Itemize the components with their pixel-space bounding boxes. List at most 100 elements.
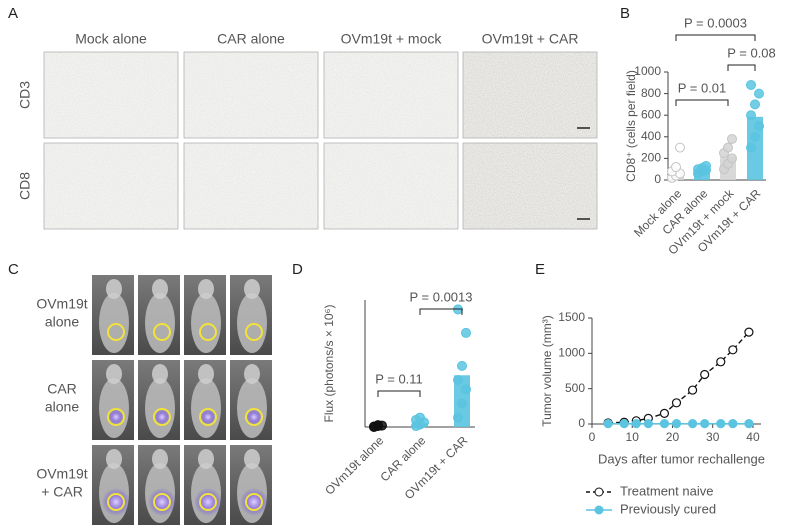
tumor-roi (245, 493, 263, 511)
tumor-roi (107, 323, 125, 341)
data-point (754, 88, 764, 99)
y-axis-label: Flux (photons/s × 10⁶) (322, 305, 336, 423)
row-label: alone (45, 399, 79, 415)
micrograph-texture (44, 52, 178, 138)
column-label: CAR alone (217, 31, 285, 47)
series-marker (659, 419, 670, 429)
mouse-head (198, 279, 214, 299)
micrograph-texture (324, 143, 458, 229)
series-line (608, 331, 750, 424)
data-point (373, 420, 383, 431)
mouse-body (237, 378, 267, 438)
mouse-head (244, 364, 260, 384)
series-marker (728, 419, 738, 429)
mouse-body (191, 293, 221, 353)
p-value: P = 0.08 (727, 45, 776, 60)
x-tick-label: 40 (746, 430, 760, 444)
series-marker (603, 419, 613, 429)
micrograph-texture (184, 52, 318, 138)
x-axis-label: Days after tumor rechallenge (598, 451, 765, 466)
x-tick-label: 20 (666, 430, 680, 444)
tumor-roi (153, 323, 171, 341)
legend-label: Previously cured (620, 501, 716, 516)
row-label: CD8 (17, 172, 33, 200)
y-axis-label: Tumor volume (mm³) (540, 315, 554, 427)
data-point (754, 121, 764, 131)
tumor-roi (245, 323, 263, 341)
significance-bracket (727, 64, 756, 71)
mouse-head (198, 449, 214, 469)
panel-letter: D (292, 261, 303, 278)
data-point (727, 153, 737, 164)
data-point (457, 360, 467, 371)
data-point (746, 142, 756, 153)
series-marker (687, 385, 698, 395)
mouse-head (152, 449, 168, 469)
signal-glow (194, 488, 222, 516)
row-label: CD3 (17, 81, 33, 109)
data-point (746, 79, 756, 90)
mouse-head (152, 279, 168, 299)
signal-glow (148, 488, 176, 516)
series-marker (671, 419, 682, 429)
data-point (461, 327, 471, 338)
p-value: P = 0.11 (375, 371, 423, 386)
x-tick-label: 0 (589, 430, 596, 444)
series-marker (728, 345, 738, 355)
row-label: + CAR (41, 484, 83, 500)
data-point (453, 374, 463, 385)
micrograph-texture (463, 143, 597, 229)
data-point (671, 162, 681, 173)
tumor-roi (245, 408, 263, 426)
signal-glow (240, 488, 268, 516)
series-marker (659, 408, 670, 418)
mouse-body (99, 378, 129, 438)
series-marker (619, 419, 629, 429)
y-tick-label: 200 (641, 151, 661, 165)
signal-glow (102, 488, 130, 516)
panel-letter: B (620, 5, 630, 22)
mouse-head (106, 364, 122, 384)
series-marker (671, 398, 682, 408)
mouse-head (244, 279, 260, 299)
significance-bracket (675, 34, 756, 41)
legend-label: Treatment naive (620, 483, 713, 498)
data-point (461, 384, 471, 395)
mouse-head (106, 449, 122, 469)
series-marker (744, 327, 754, 337)
series-marker (700, 369, 710, 380)
micrograph-texture (463, 52, 597, 138)
x-tick-label: 30 (706, 430, 720, 444)
data-point (415, 412, 425, 423)
signal-glow (153, 408, 171, 426)
p-value: P = 0.0003 (684, 15, 747, 30)
signal-glow (245, 408, 263, 426)
y-tick-label: 0 (654, 172, 661, 186)
y-tick-label: 1500 (558, 310, 585, 324)
mouse-body (191, 378, 221, 438)
data-point (453, 412, 463, 423)
signal-glow (199, 408, 217, 426)
mouse-body (145, 293, 175, 353)
tumor-roi (107, 408, 125, 426)
data-point (727, 133, 737, 144)
y-tick-label: 800 (641, 86, 661, 100)
legend-marker (594, 487, 604, 497)
micrograph-texture (324, 52, 458, 138)
data-point (457, 398, 467, 409)
significance-bracket (419, 308, 463, 315)
data-point (675, 142, 685, 153)
mouse-body (145, 378, 175, 438)
data-point (723, 142, 733, 153)
y-tick-label: 500 (565, 381, 585, 395)
p-value: P = 0.01 (678, 80, 727, 95)
legend-marker (594, 505, 604, 515)
data-point (701, 160, 711, 171)
y-tick-label: 0 (578, 416, 585, 430)
y-tick-label: 1000 (634, 64, 661, 78)
mouse-body (237, 293, 267, 353)
column-label: OVm19t + mock (341, 31, 443, 47)
mouse-head (244, 449, 260, 469)
series-marker (744, 419, 754, 429)
